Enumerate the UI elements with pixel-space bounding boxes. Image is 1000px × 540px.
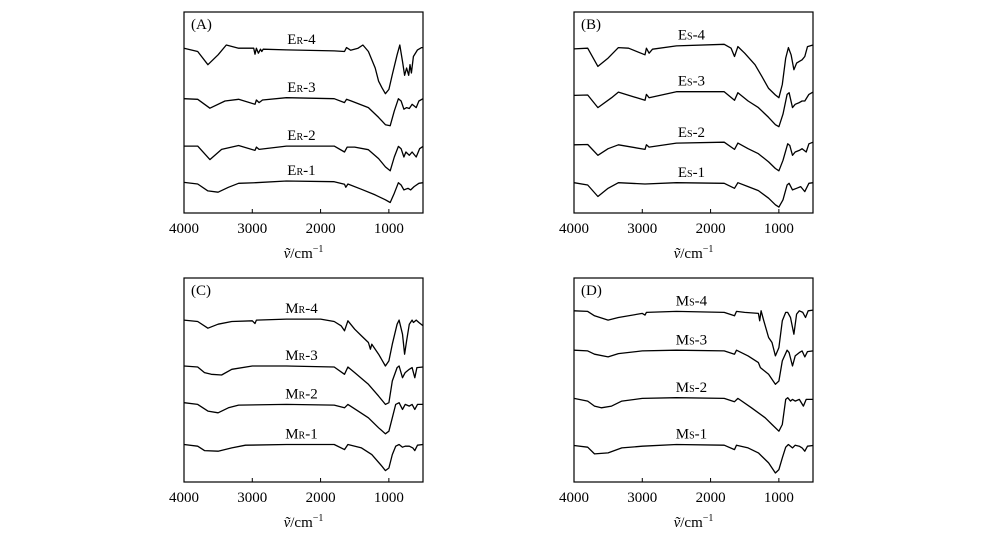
series-label: MS-1 bbox=[676, 427, 707, 443]
spectrum-curve-er-3 bbox=[183, 97, 424, 127]
x-tick-label: 3000 bbox=[627, 490, 657, 506]
series-label: ER-2 bbox=[287, 128, 315, 144]
x-tick-label: 2000 bbox=[696, 490, 726, 506]
x-axis-symbol: ṽ bbox=[674, 515, 682, 531]
series-label: ES-3 bbox=[678, 74, 705, 90]
x-axis-title: ṽ/cm−1 bbox=[284, 513, 324, 531]
spectrum-curve-es-3 bbox=[573, 91, 814, 128]
spectrum-curve-es-1 bbox=[573, 182, 814, 208]
panel-c: (C) 4000 3000 2000 1000 ṽ/cm−1 MR-4 MR-3 MR-2 MR-… bbox=[169, 277, 424, 531]
x-axis-title: ṽ/cm−1 bbox=[674, 244, 714, 262]
x-axis-exponent: −1 bbox=[313, 244, 324, 255]
series-label: MS-3 bbox=[676, 332, 707, 348]
panel-a: (A) 4000 3000 2000 1000 ṽ/cm−1 ER-4 ER-3 ER-2 ER-… bbox=[169, 11, 424, 262]
spectrum-curve-mr-2 bbox=[183, 402, 423, 435]
spectrum-curve-mr-4 bbox=[183, 318, 424, 367]
plot-frame bbox=[573, 277, 814, 483]
spectrum-curve-ms-4 bbox=[573, 309, 814, 357]
x-tick-label: 2000 bbox=[306, 490, 336, 506]
series-label: MS-4 bbox=[676, 294, 708, 310]
x-axis-symbol: ṽ bbox=[284, 246, 292, 262]
panel-d: (D) 4000 3000 2000 1000 ṽ/cm−1 MS-4 MS-3 MS-2 MS-… bbox=[559, 277, 814, 531]
plot-frame bbox=[183, 277, 424, 483]
x-axis-exponent: −1 bbox=[703, 513, 714, 524]
series-label: MR-4 bbox=[285, 301, 318, 317]
spectrum-curve-er-4 bbox=[183, 44, 423, 95]
x-axis-unit: /cm bbox=[680, 515, 703, 531]
series-label: MR-1 bbox=[285, 427, 318, 443]
x-axis-exponent: −1 bbox=[703, 244, 714, 255]
spectrum-curve-mr-1 bbox=[183, 443, 424, 472]
plot-frame bbox=[183, 11, 424, 214]
x-tick-label: 4000 bbox=[169, 490, 199, 506]
series-label: MS-2 bbox=[676, 380, 707, 396]
series-label: ES-4 bbox=[678, 27, 706, 43]
series-label: MR-2 bbox=[285, 387, 318, 403]
series-label: ER-3 bbox=[287, 80, 315, 96]
x-tick-label: 4000 bbox=[559, 490, 589, 506]
series-label: ES-1 bbox=[678, 165, 705, 181]
x-axis-unit: /cm bbox=[290, 515, 313, 531]
x-axis-title: ṽ/cm−1 bbox=[284, 244, 324, 262]
spectrum-curve-ms-3 bbox=[573, 349, 814, 385]
x-axis-unit: /cm bbox=[290, 246, 313, 262]
x-tick-label: 1000 bbox=[374, 490, 404, 506]
series-label: ER-1 bbox=[287, 163, 315, 179]
x-tick-label: 3000 bbox=[627, 221, 657, 237]
x-tick-label: 1000 bbox=[374, 221, 404, 237]
panel-label: (D) bbox=[581, 283, 602, 299]
spectrum-curve-ms-1 bbox=[573, 443, 814, 474]
series-label: MR-3 bbox=[285, 348, 318, 364]
plot-frame bbox=[573, 11, 814, 214]
x-tick-label: 3000 bbox=[237, 490, 267, 506]
x-axis-symbol: ṽ bbox=[674, 246, 682, 262]
spectrum-curve-mr-3 bbox=[183, 365, 424, 406]
spectrum-curve-es-4 bbox=[573, 43, 814, 99]
x-tick-label: 4000 bbox=[169, 221, 199, 237]
x-tick-label: 1000 bbox=[764, 490, 794, 506]
series-label: ER-4 bbox=[287, 32, 316, 48]
panel-label: (A) bbox=[191, 17, 212, 33]
x-axis-exponent: −1 bbox=[313, 513, 324, 524]
x-tick-label: 2000 bbox=[696, 221, 726, 237]
series-label: ES-2 bbox=[678, 125, 705, 141]
panel-b: (B) 4000 3000 2000 1000 ṽ/cm−1 ES-4 ES-3 ES-2 ES-… bbox=[559, 11, 814, 262]
x-axis-unit: /cm bbox=[680, 246, 703, 262]
spectrum-curve-er-2 bbox=[184, 144, 424, 172]
x-tick-label: 1000 bbox=[764, 221, 794, 237]
x-axis-title: ṽ/cm−1 bbox=[674, 513, 714, 531]
panel-label: (B) bbox=[581, 17, 601, 33]
spectrum-curve-es-2 bbox=[573, 141, 814, 172]
x-tick-label: 3000 bbox=[237, 221, 267, 237]
x-tick-label: 4000 bbox=[559, 221, 589, 237]
spectrum-curve-ms-2 bbox=[573, 397, 813, 432]
panel-label: (C) bbox=[191, 283, 211, 299]
x-axis-symbol: ṽ bbox=[284, 515, 292, 531]
spectrum-curve-er-1 bbox=[183, 180, 424, 204]
x-tick-label: 2000 bbox=[306, 221, 336, 237]
